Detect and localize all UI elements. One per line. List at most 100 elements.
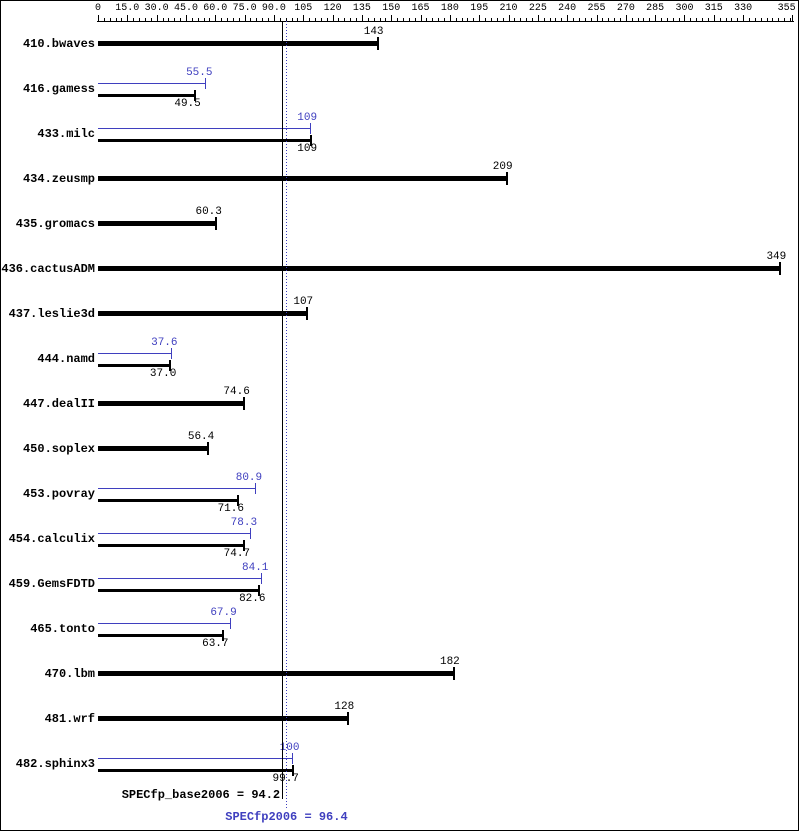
axis-minor-tick bbox=[573, 18, 575, 21]
axis-minor-tick bbox=[291, 18, 293, 21]
peak-bar bbox=[98, 353, 172, 354]
benchmark-label: 433.milc bbox=[37, 127, 95, 141]
axis-minor-tick bbox=[678, 18, 680, 21]
axis-minor-tick bbox=[180, 18, 182, 21]
base-value-label: 74.7 bbox=[223, 548, 251, 560]
axis-minor-tick bbox=[543, 18, 545, 21]
axis-minor-tick bbox=[649, 18, 651, 21]
axis-minor-tick bbox=[490, 18, 492, 21]
benchmark-row: 465.tonto 67.9 63.7 bbox=[1, 607, 798, 652]
axis-tick-label: 180 bbox=[440, 3, 459, 14]
benchmark-label: 435.gromacs bbox=[15, 217, 95, 231]
benchmark-label: 444.namd bbox=[37, 352, 95, 366]
axis-minor-tick bbox=[778, 18, 780, 21]
peak-value-label: 78.3 bbox=[230, 517, 258, 529]
base-value-label: 143 bbox=[363, 26, 384, 38]
axis-tick-label: 315 bbox=[704, 3, 723, 14]
axis-minor-tick bbox=[584, 18, 586, 21]
axis-major-tick bbox=[244, 15, 246, 21]
axis-minor-tick bbox=[526, 18, 528, 21]
axis-minor-tick bbox=[191, 18, 193, 21]
base-bar-endcap bbox=[347, 712, 350, 725]
axis-major-tick bbox=[303, 15, 305, 21]
peak-value-label: 100 bbox=[279, 742, 300, 754]
axis-major-tick bbox=[625, 15, 627, 21]
axis-minor-tick bbox=[356, 18, 358, 21]
axis-minor-tick bbox=[268, 18, 270, 21]
peak-bar bbox=[98, 758, 294, 759]
axis-tick-label: 15.0 bbox=[115, 3, 140, 14]
axis-tick-label: 30.0 bbox=[144, 3, 169, 14]
axis-minor-tick bbox=[531, 18, 533, 21]
axis-minor-tick bbox=[784, 18, 786, 21]
base-bar bbox=[98, 589, 260, 592]
benchmark-row: 450.soplex 56.4 bbox=[1, 427, 798, 472]
axis-minor-tick bbox=[262, 18, 264, 21]
base-value-label: 74.6 bbox=[223, 386, 250, 398]
base-value-label: 109 bbox=[297, 143, 318, 155]
benchmark-row: 459.GemsFDTD 84.1 82.6 bbox=[1, 562, 798, 607]
bar-group: 74.6 bbox=[98, 382, 792, 427]
axis-minor-tick bbox=[367, 18, 369, 21]
base-value-label: 60.3 bbox=[195, 206, 222, 218]
axis-tick-label: 120 bbox=[323, 3, 342, 14]
axis-minor-tick bbox=[790, 18, 792, 21]
base-bar-endcap bbox=[291, 765, 294, 776]
base-bar-endcap bbox=[258, 585, 261, 596]
axis-tick-label: 135 bbox=[352, 3, 371, 14]
peak-value-label: 109 bbox=[297, 112, 318, 124]
bar-group: 182 bbox=[98, 652, 792, 697]
axis-minor-tick bbox=[467, 18, 469, 21]
axis-minor-tick bbox=[139, 18, 141, 21]
benchmark-label: 454.calculix bbox=[8, 532, 95, 546]
axis-minor-tick bbox=[725, 18, 727, 21]
axis-minor-tick bbox=[314, 18, 316, 21]
axis-tick-label: 210 bbox=[499, 3, 518, 14]
axis-minor-tick bbox=[121, 18, 123, 21]
axis-minor-tick bbox=[402, 18, 404, 21]
base-bar bbox=[98, 634, 223, 637]
benchmark-row: 436.cactusADM 349 bbox=[1, 247, 798, 292]
peak-bar bbox=[98, 578, 263, 579]
axis-major-tick bbox=[479, 15, 481, 21]
axis-minor-tick bbox=[766, 18, 768, 21]
axis-tick-label: 75.0 bbox=[232, 3, 257, 14]
axis-tick-label: 0 bbox=[94, 3, 102, 14]
axis-minor-tick bbox=[496, 18, 498, 21]
peak-bar-endcap bbox=[250, 528, 252, 539]
benchmark-label: 470.lbm bbox=[44, 667, 95, 681]
benchmark-row: 447.dealII 74.6 bbox=[1, 382, 798, 427]
axis-minor-tick bbox=[696, 18, 698, 21]
base-bar bbox=[98, 266, 781, 271]
base-value-label: 49.5 bbox=[174, 98, 201, 110]
base-mean-line bbox=[282, 21, 284, 799]
axis-tick-label: 150 bbox=[382, 3, 401, 14]
benchmark-row: 410.bwaves 143 bbox=[1, 22, 798, 67]
axis-minor-tick bbox=[221, 18, 223, 21]
base-value-label: 71.6 bbox=[217, 503, 244, 515]
axis-minor-tick bbox=[197, 18, 199, 21]
axis-minor-tick bbox=[373, 18, 375, 21]
base-bar bbox=[98, 769, 293, 772]
axis-tick-label: 225 bbox=[528, 3, 547, 14]
peak-value-label: 80.9 bbox=[235, 472, 263, 484]
benchmark-row: 435.gromacs 60.3 bbox=[1, 202, 798, 247]
base-bar bbox=[98, 41, 378, 46]
benchmark-label: 416.gamess bbox=[22, 82, 95, 96]
benchmark-label: 410.bwaves bbox=[22, 37, 95, 51]
axis-minor-tick bbox=[748, 18, 750, 21]
axis-minor-tick bbox=[631, 18, 633, 21]
base-bar-endcap bbox=[243, 540, 246, 551]
peak-bar bbox=[98, 623, 231, 624]
peak-bar-endcap bbox=[170, 348, 172, 359]
bar-group: 100 99.7 bbox=[98, 742, 792, 787]
axis-minor-tick bbox=[514, 18, 516, 21]
base-value-label: 99.7 bbox=[98, 774, 299, 785]
base-mean-label: SPECfp_base2006 = 94.2 bbox=[121, 788, 281, 802]
axis-minor-tick bbox=[297, 18, 299, 21]
axis-tick-label: 300 bbox=[675, 3, 694, 14]
axis-minor-tick bbox=[661, 18, 663, 21]
benchmark-label: 447.dealII bbox=[22, 397, 95, 411]
axis-minor-tick bbox=[772, 18, 774, 21]
